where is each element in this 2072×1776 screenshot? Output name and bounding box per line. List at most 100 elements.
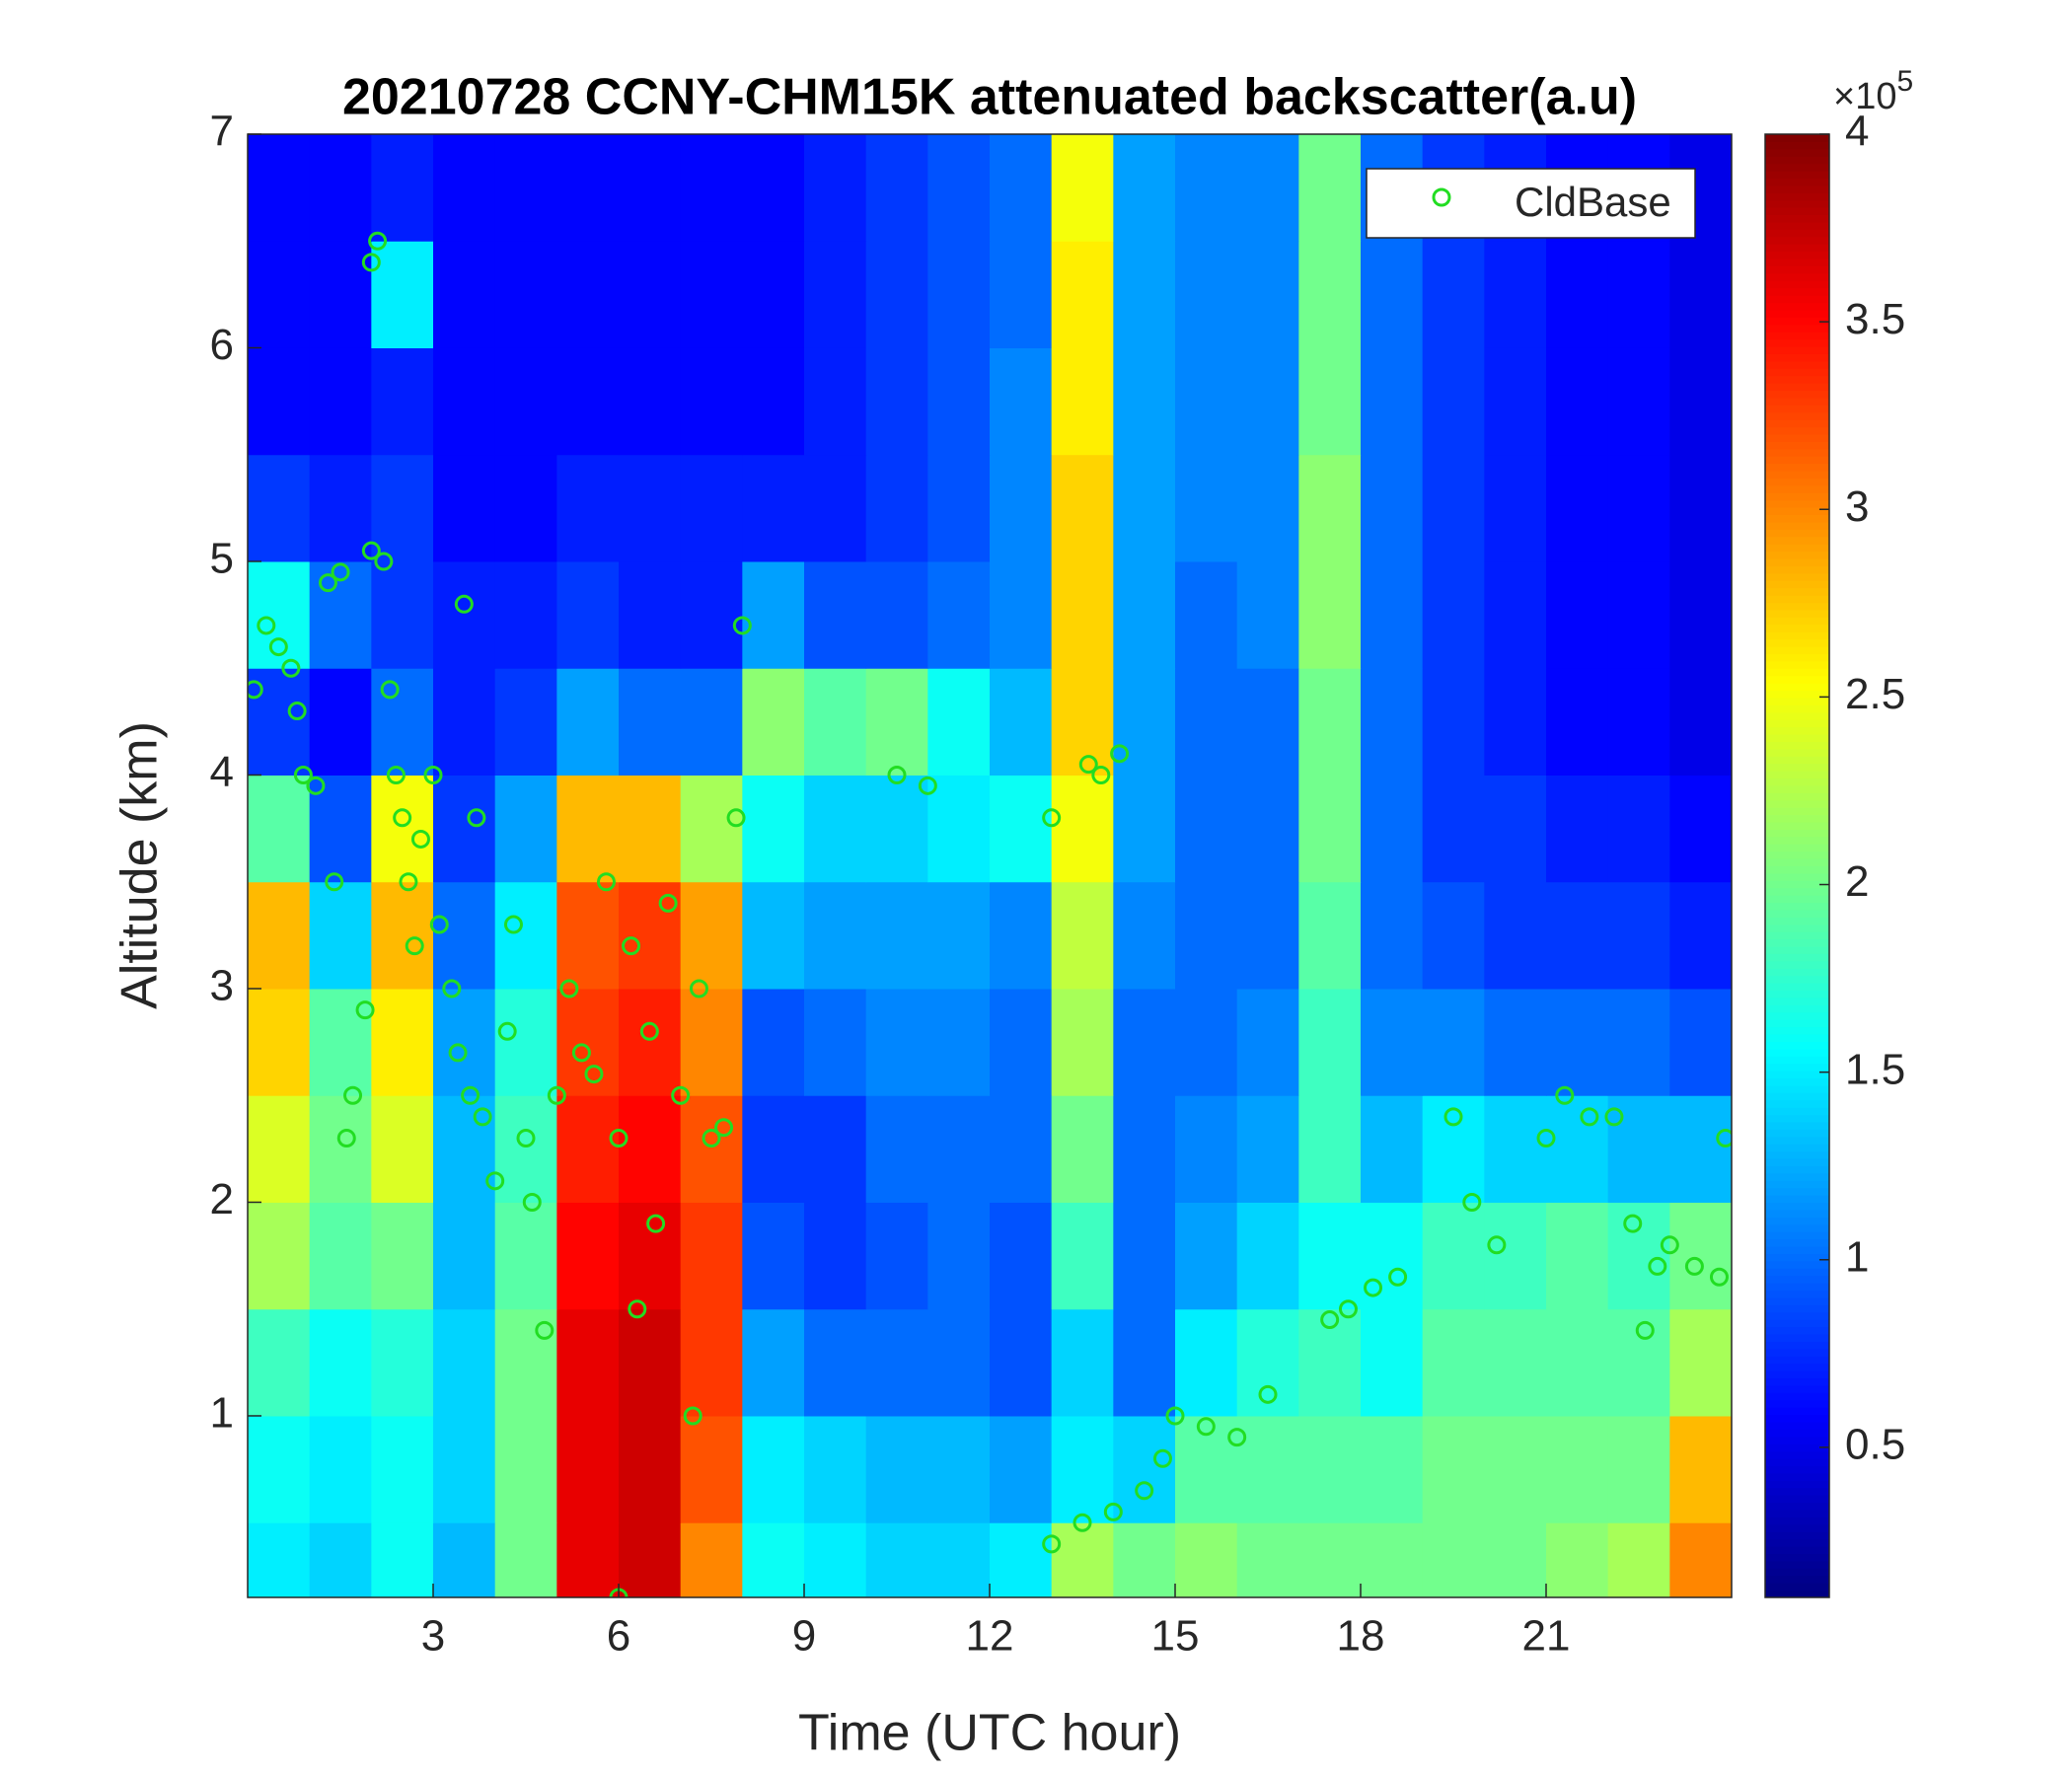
colorbar-segment: [1765, 851, 1829, 859]
heatmap-cell: [1546, 1522, 1609, 1597]
cloud-base-point: [318, 573, 337, 593]
cloud-base-point: [248, 680, 263, 700]
heatmap-cell: [1484, 668, 1547, 776]
heatmap-cell: [371, 881, 434, 990]
heatmap-cell: [680, 454, 743, 562]
colorbar-frame: [1764, 133, 1830, 1598]
colorbar-segment: [1765, 1510, 1829, 1517]
heatmap-cell: [1484, 775, 1547, 883]
heatmap-cell: [804, 347, 867, 456]
heatmap-cell: [494, 454, 557, 562]
heatmap-cell: [1051, 1522, 1114, 1597]
heatmap-cell: [433, 988, 496, 1096]
heatmap-cell: [1113, 988, 1176, 1096]
heatmap-cell: [1607, 881, 1670, 990]
heatmap-cell: [371, 454, 434, 562]
cloud-base-point: [423, 765, 443, 784]
colorbar-segment: [1765, 1011, 1829, 1020]
colorbar-segment: [1765, 1407, 1829, 1416]
y-tick-label: 2: [210, 1175, 234, 1223]
cloud-base-point: [461, 1085, 481, 1105]
cloud-base-point: [571, 1043, 591, 1063]
heatmap-cell: [742, 347, 805, 456]
colorbar-segment: [1765, 1414, 1829, 1423]
heatmap-cell: [1422, 1095, 1485, 1203]
heatmap-cell: [1669, 775, 1732, 883]
heatmap-cell: [494, 1095, 557, 1203]
heatmap-cell: [1546, 1308, 1609, 1417]
colorbar-segment: [1765, 272, 1829, 281]
heatmap-cell: [742, 775, 805, 883]
colorbar-segment: [1765, 872, 1829, 881]
heatmap-cell: [804, 775, 867, 883]
colorbar-tick-label: 3.5: [1845, 295, 1905, 343]
heatmap-cell: [742, 1415, 805, 1523]
heatmap-cell: [494, 1522, 557, 1597]
colorbar-segment: [1765, 221, 1829, 230]
colorbar-segment: [1765, 265, 1829, 274]
x-tick-label: 3: [421, 1612, 445, 1661]
heatmap-cell: [1175, 988, 1238, 1096]
colorbar-segment: [1765, 244, 1829, 253]
heatmap-cell: [1175, 881, 1238, 990]
colorbar-segment: [1765, 492, 1829, 501]
heatmap-cell: [804, 1202, 867, 1310]
heatmap-cell: [1669, 1095, 1732, 1203]
heatmap-cell: [1361, 1522, 1424, 1597]
colorbar-segment: [1765, 368, 1829, 377]
heatmap-cell: [1607, 988, 1670, 1096]
heatmap-cell: [309, 988, 372, 1096]
colorbar-segment: [1765, 317, 1829, 326]
heatmap-cell: [494, 560, 557, 669]
colorbar-segment: [1765, 1019, 1829, 1028]
colorbar-segment: [1765, 1546, 1829, 1555]
heatmap-cell: [1607, 1522, 1670, 1597]
heatmap-cell: [990, 454, 1053, 562]
cloud-base-point: [268, 637, 288, 657]
y-axis-label: Altitude (km): [111, 721, 169, 1009]
colorbar-tick-label: 0.5: [1845, 1421, 1905, 1469]
cloud-base-point: [336, 1129, 356, 1148]
colorbar-segment: [1765, 1150, 1829, 1159]
heatmap-cell: [619, 1415, 682, 1523]
colorbar-segment: [1765, 1495, 1829, 1504]
cloud-base-point: [1388, 1267, 1408, 1287]
colorbar-segment: [1765, 704, 1829, 713]
cloud-base-point: [361, 541, 381, 560]
heatmap-cell: [433, 1415, 496, 1523]
cloud-base-point: [1110, 744, 1130, 764]
colorbar-segment: [1765, 390, 1829, 399]
heatmap-cell: [494, 134, 557, 242]
heatmap-cell: [990, 1522, 1053, 1597]
colorbar-segment: [1765, 214, 1829, 223]
colorbar-segment: [1765, 595, 1829, 604]
heatmap-cell: [433, 560, 496, 669]
heatmap-cell: [990, 668, 1053, 776]
heatmap-cell: [1298, 988, 1362, 1096]
colorbar-segment: [1765, 609, 1829, 618]
heatmap-cell: [680, 775, 743, 883]
heatmap-cell: [1298, 1308, 1362, 1417]
colorbar-segment: [1765, 207, 1829, 216]
legend-marker: [1432, 187, 1451, 207]
heatmap-cell: [865, 1415, 928, 1523]
heatmap-cell: [1484, 1415, 1547, 1523]
cloud-base-point: [410, 829, 430, 849]
heatmap-cell: [865, 881, 928, 990]
heatmap-cell: [1236, 134, 1299, 242]
cloud-base-point: [281, 658, 301, 678]
heatmap-cell: [1546, 881, 1609, 990]
cloud-base-point: [374, 552, 394, 571]
colorbar-segment: [1765, 822, 1829, 830]
colorbar-segment: [1765, 917, 1829, 925]
x-tick-label: 15: [1151, 1612, 1200, 1661]
colorbar-segment: [1765, 631, 1829, 640]
cloud-base-point: [405, 936, 424, 956]
cloud-base-point: [1536, 1129, 1556, 1148]
colorbar-scale-exponent: 5: [1896, 65, 1913, 98]
heatmap-cell: [1236, 1415, 1299, 1523]
colorbar-segment: [1765, 895, 1829, 904]
colorbar-segment: [1765, 836, 1829, 845]
heatmap-cell: [371, 241, 434, 348]
heatmap-cell: [1669, 1202, 1732, 1310]
